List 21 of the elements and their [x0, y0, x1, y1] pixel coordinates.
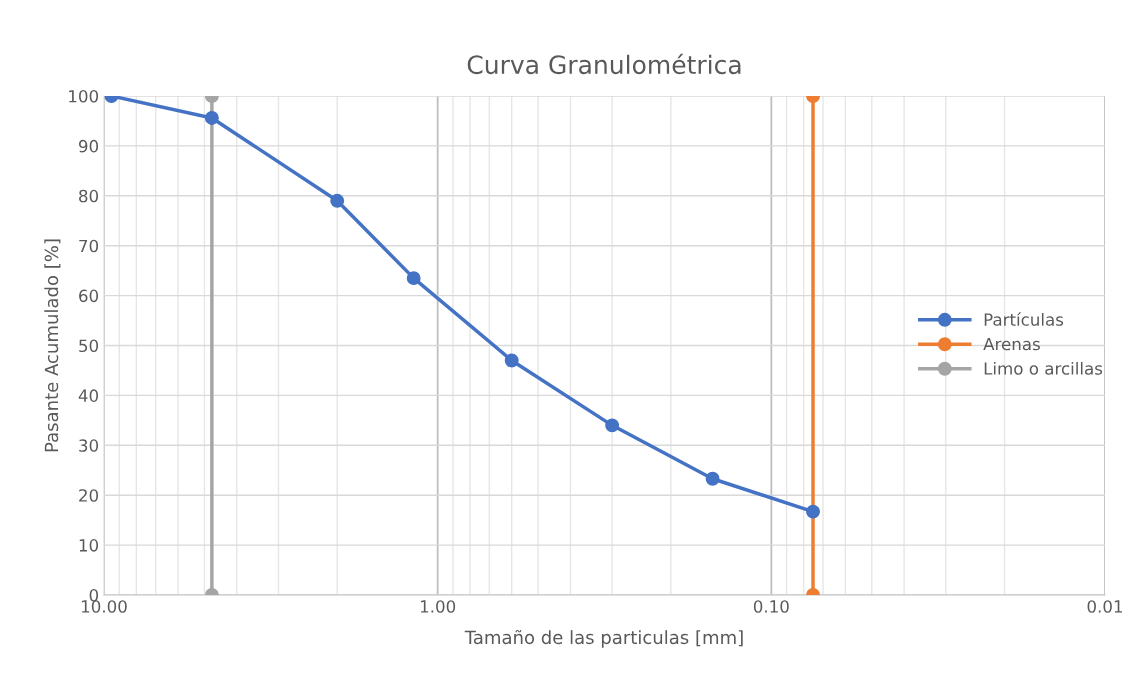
y-axis-title: Pasante Acumulado [%] [44, 239, 61, 452]
y-tick-label: 40 [78, 389, 99, 402]
y-tick-label: 50 [79, 339, 99, 353]
legend-label: Partículas [984, 312, 1064, 326]
y-tick-label: 0 [89, 588, 99, 602]
chart-title: Curva Granulométrica [467, 53, 741, 75]
y-tick-label: 100 [69, 89, 99, 103]
y-tick-label: 30 [79, 439, 99, 452]
legend-label: Limo o arcillas [984, 361, 1103, 375]
y-tick-label: 20 [79, 489, 99, 502]
x-tick-label: 1.00 [420, 600, 456, 613]
x-tick-label: 10.00 [81, 600, 127, 613]
legend-label: Arenas [983, 337, 1040, 351]
x-axis-title: Tamaño de las particulas [mm] [464, 629, 743, 648]
x-tick-label: 0.01 [1087, 600, 1123, 613]
y-tick-label: 10 [79, 539, 99, 552]
y-tick-label: 70 [79, 239, 99, 253]
y-tick-label: 80 [79, 189, 99, 203]
y-tick-label: 90 [78, 139, 99, 153]
y-tick-label: 60 [79, 289, 99, 303]
x-tick-label: 0.10 [753, 600, 789, 613]
